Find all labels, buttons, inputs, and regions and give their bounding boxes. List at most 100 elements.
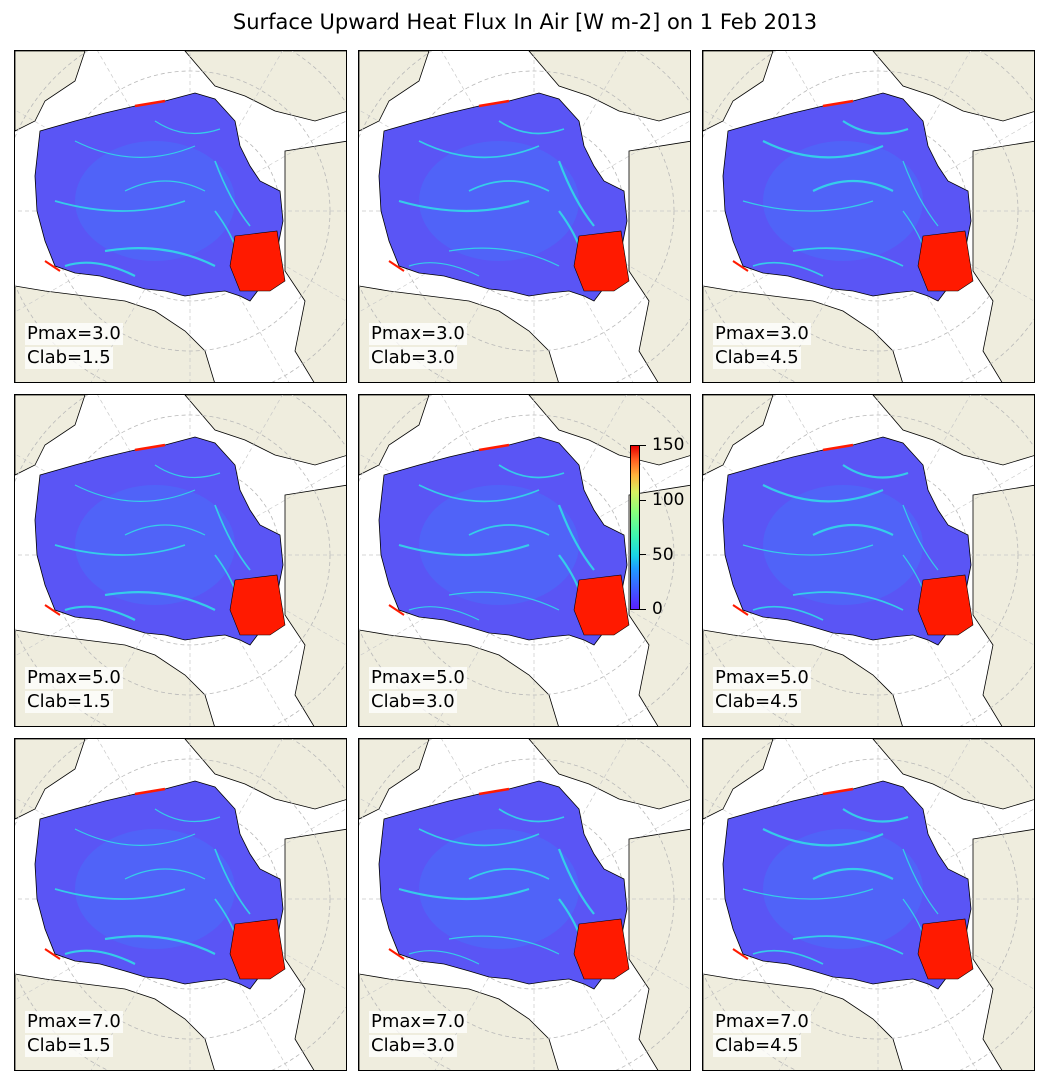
- land-mass: [359, 51, 430, 132]
- ice-lead: [104, 935, 216, 955]
- high-flux-lead: [732, 948, 749, 960]
- clab-label: Clab=3.0: [369, 1035, 457, 1057]
- high-flux-lead: [134, 99, 166, 108]
- land-mass: [359, 395, 430, 476]
- high-flux-lead: [388, 948, 405, 960]
- sea-ice-inner: [419, 485, 579, 605]
- clab-label: Clab=3.0: [369, 347, 457, 369]
- land-mass: [872, 395, 1034, 466]
- ice-lead: [498, 120, 565, 135]
- ice-lead: [812, 179, 894, 192]
- ice-lead: [902, 160, 939, 227]
- high-flux-lead: [134, 787, 166, 796]
- land-mass: [972, 140, 1034, 382]
- ice-lead: [762, 140, 884, 159]
- sea-ice-inner: [763, 141, 923, 261]
- sea-ice-inner: [419, 829, 579, 949]
- land-mass: [15, 395, 86, 476]
- ice-lead: [468, 868, 550, 880]
- ice-lead: [418, 828, 540, 847]
- ice-lead: [812, 523, 894, 536]
- ice-lead: [742, 888, 874, 900]
- land-mass: [15, 51, 86, 132]
- ice-lead: [154, 120, 221, 135]
- high-flux-lead: [44, 604, 61, 616]
- ice-lead: [902, 848, 939, 915]
- ice-lead: [398, 543, 530, 557]
- land-mass: [703, 739, 774, 820]
- high-flux-lead: [822, 787, 854, 796]
- land-mass: [284, 484, 346, 726]
- colorbar-tick: [640, 445, 646, 446]
- land-mass: [184, 51, 346, 122]
- sea-ice-inner: [419, 141, 579, 261]
- pmax-label: Pmax=3.0: [713, 323, 811, 345]
- ice-lead: [792, 591, 904, 611]
- colorbar: [630, 445, 640, 610]
- map-panel-3: Pmax=3.0 Clab=4.5: [702, 50, 1035, 383]
- ice-lead: [54, 888, 186, 900]
- ice-lead: [742, 544, 874, 556]
- high-flux-lead: [822, 443, 854, 452]
- land-mass: [628, 828, 690, 1070]
- ice-lead: [498, 464, 565, 479]
- land-mass: [872, 51, 1034, 122]
- ice-lead: [398, 887, 530, 901]
- ice-lead: [498, 808, 565, 823]
- ice-lead: [842, 120, 909, 135]
- map-panel-8: Pmax=7.0 Clab=3.0: [358, 738, 691, 1071]
- land-mass: [184, 395, 346, 466]
- high-flux-region: [573, 918, 630, 980]
- sea-ice-inner: [75, 829, 235, 949]
- high-flux-region: [573, 230, 630, 292]
- ice-lead: [557, 160, 595, 227]
- ice-lead: [64, 605, 136, 621]
- colorbar-tick: [640, 554, 646, 555]
- ice-lead: [408, 606, 480, 621]
- high-flux-lead: [478, 99, 510, 108]
- sea-ice-inner: [75, 141, 235, 261]
- pmax-label: Pmax=5.0: [25, 667, 123, 689]
- high-flux-region: [229, 574, 286, 636]
- ice-lead: [468, 524, 550, 536]
- clab-label: Clab=4.5: [713, 691, 801, 713]
- ice-lead: [64, 949, 136, 965]
- pmax-label: Pmax=7.0: [369, 1011, 467, 1033]
- ice-lead: [154, 808, 221, 823]
- high-flux-lead: [388, 604, 405, 616]
- clab-label: Clab=4.5: [713, 347, 801, 369]
- colorbar-tick-label: 150: [652, 435, 685, 455]
- pmax-label: Pmax=7.0: [713, 1011, 811, 1033]
- ice-lead: [468, 180, 550, 192]
- ice-lead: [214, 160, 251, 227]
- ice-lead: [64, 261, 136, 277]
- colorbar-tick: [640, 500, 646, 501]
- ice-lead: [124, 868, 206, 880]
- high-flux-region: [229, 230, 286, 292]
- ice-lead: [54, 544, 186, 556]
- ice-lead: [74, 140, 196, 158]
- colorbar-tick-label: 50: [652, 545, 674, 565]
- sea-ice-inner: [763, 829, 923, 949]
- pmax-label: Pmax=5.0: [713, 667, 811, 689]
- clab-label: Clab=1.5: [25, 691, 113, 713]
- ice-lead: [812, 867, 894, 880]
- high-flux-lead: [388, 260, 405, 272]
- pmax-label: Pmax=5.0: [369, 667, 467, 689]
- ice-lead: [448, 591, 560, 611]
- land-mass: [528, 51, 690, 122]
- figure-title: Surface Upward Heat Flux In Air [W m-2] …: [232, 10, 818, 34]
- ice-lead: [448, 935, 560, 955]
- ice-lead: [74, 828, 196, 846]
- high-flux-lead: [44, 260, 61, 272]
- ice-lead: [752, 261, 824, 277]
- ice-lead: [557, 504, 595, 571]
- land-mass: [703, 51, 774, 132]
- ice-lead: [448, 247, 560, 267]
- ice-lead: [762, 484, 884, 503]
- land-mass: [628, 484, 690, 726]
- clab-label: Clab=3.0: [369, 691, 457, 713]
- pmax-label: Pmax=3.0: [369, 323, 467, 345]
- land-mass: [972, 484, 1034, 726]
- pmax-label: Pmax=7.0: [25, 1011, 123, 1033]
